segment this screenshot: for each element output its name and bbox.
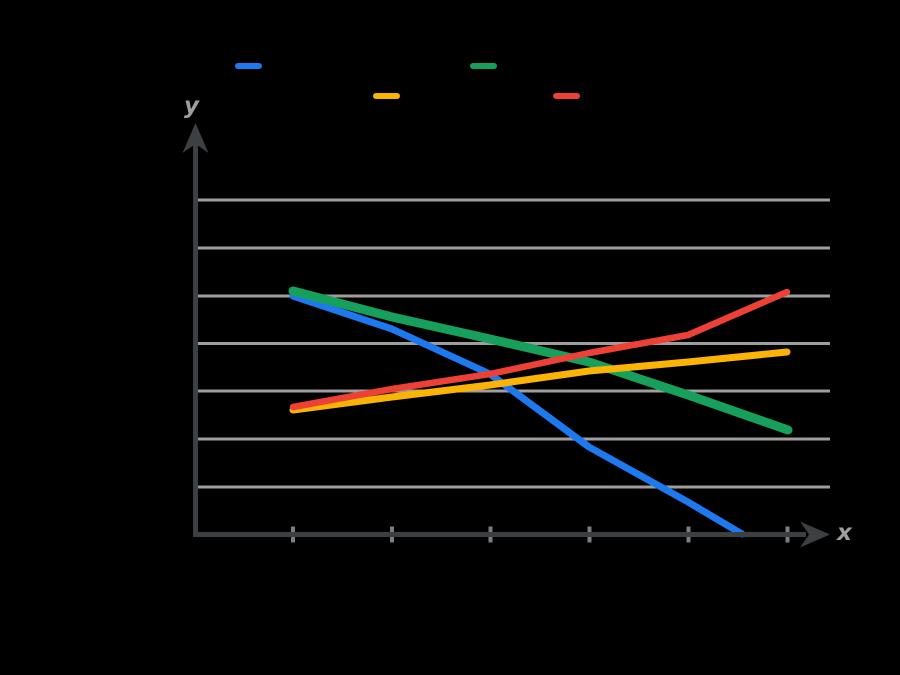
legend-swatch-series-blue bbox=[235, 63, 262, 69]
series-blue-line bbox=[289, 292, 746, 538]
series-red-line bbox=[289, 288, 791, 411]
series-orange-line bbox=[289, 348, 791, 414]
legend-swatch-series-orange bbox=[373, 93, 400, 99]
series-green-line bbox=[288, 286, 793, 435]
legend-swatch-series-red bbox=[553, 93, 580, 99]
y-axis-arrow-icon bbox=[182, 123, 209, 153]
y-axis-label: y bbox=[184, 93, 199, 119]
x-axis-arrow-icon bbox=[800, 521, 830, 548]
legend-swatch-series-green bbox=[470, 63, 497, 69]
x-axis-label: x bbox=[837, 520, 852, 546]
